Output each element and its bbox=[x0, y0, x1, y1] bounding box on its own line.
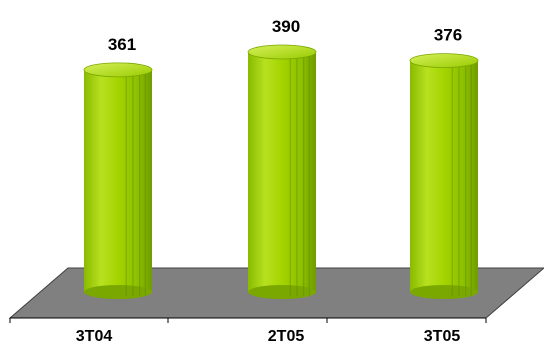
category-label: 2T05 bbox=[268, 328, 305, 345]
bar bbox=[409, 53, 479, 299]
bar-body bbox=[410, 60, 478, 292]
bar-base bbox=[84, 285, 152, 299]
bar-base bbox=[248, 285, 316, 299]
category-label: 3T05 bbox=[424, 328, 461, 345]
value-label: 376 bbox=[434, 26, 462, 45]
bar-body bbox=[248, 52, 316, 292]
bar bbox=[83, 62, 153, 299]
bars-layer bbox=[83, 44, 479, 299]
value-label: 390 bbox=[272, 17, 300, 36]
labels-layer: 361 3T04 390 2T05 376 3T05 bbox=[76, 17, 462, 345]
bar-base bbox=[410, 285, 478, 299]
value-label: 361 bbox=[108, 35, 136, 54]
bar-body bbox=[84, 69, 152, 292]
bar-top-cap bbox=[409, 53, 479, 69]
bar-top-cap bbox=[83, 62, 153, 78]
bar-top-cap bbox=[247, 44, 317, 60]
bar bbox=[247, 44, 317, 299]
category-label: 3T04 bbox=[76, 328, 113, 345]
